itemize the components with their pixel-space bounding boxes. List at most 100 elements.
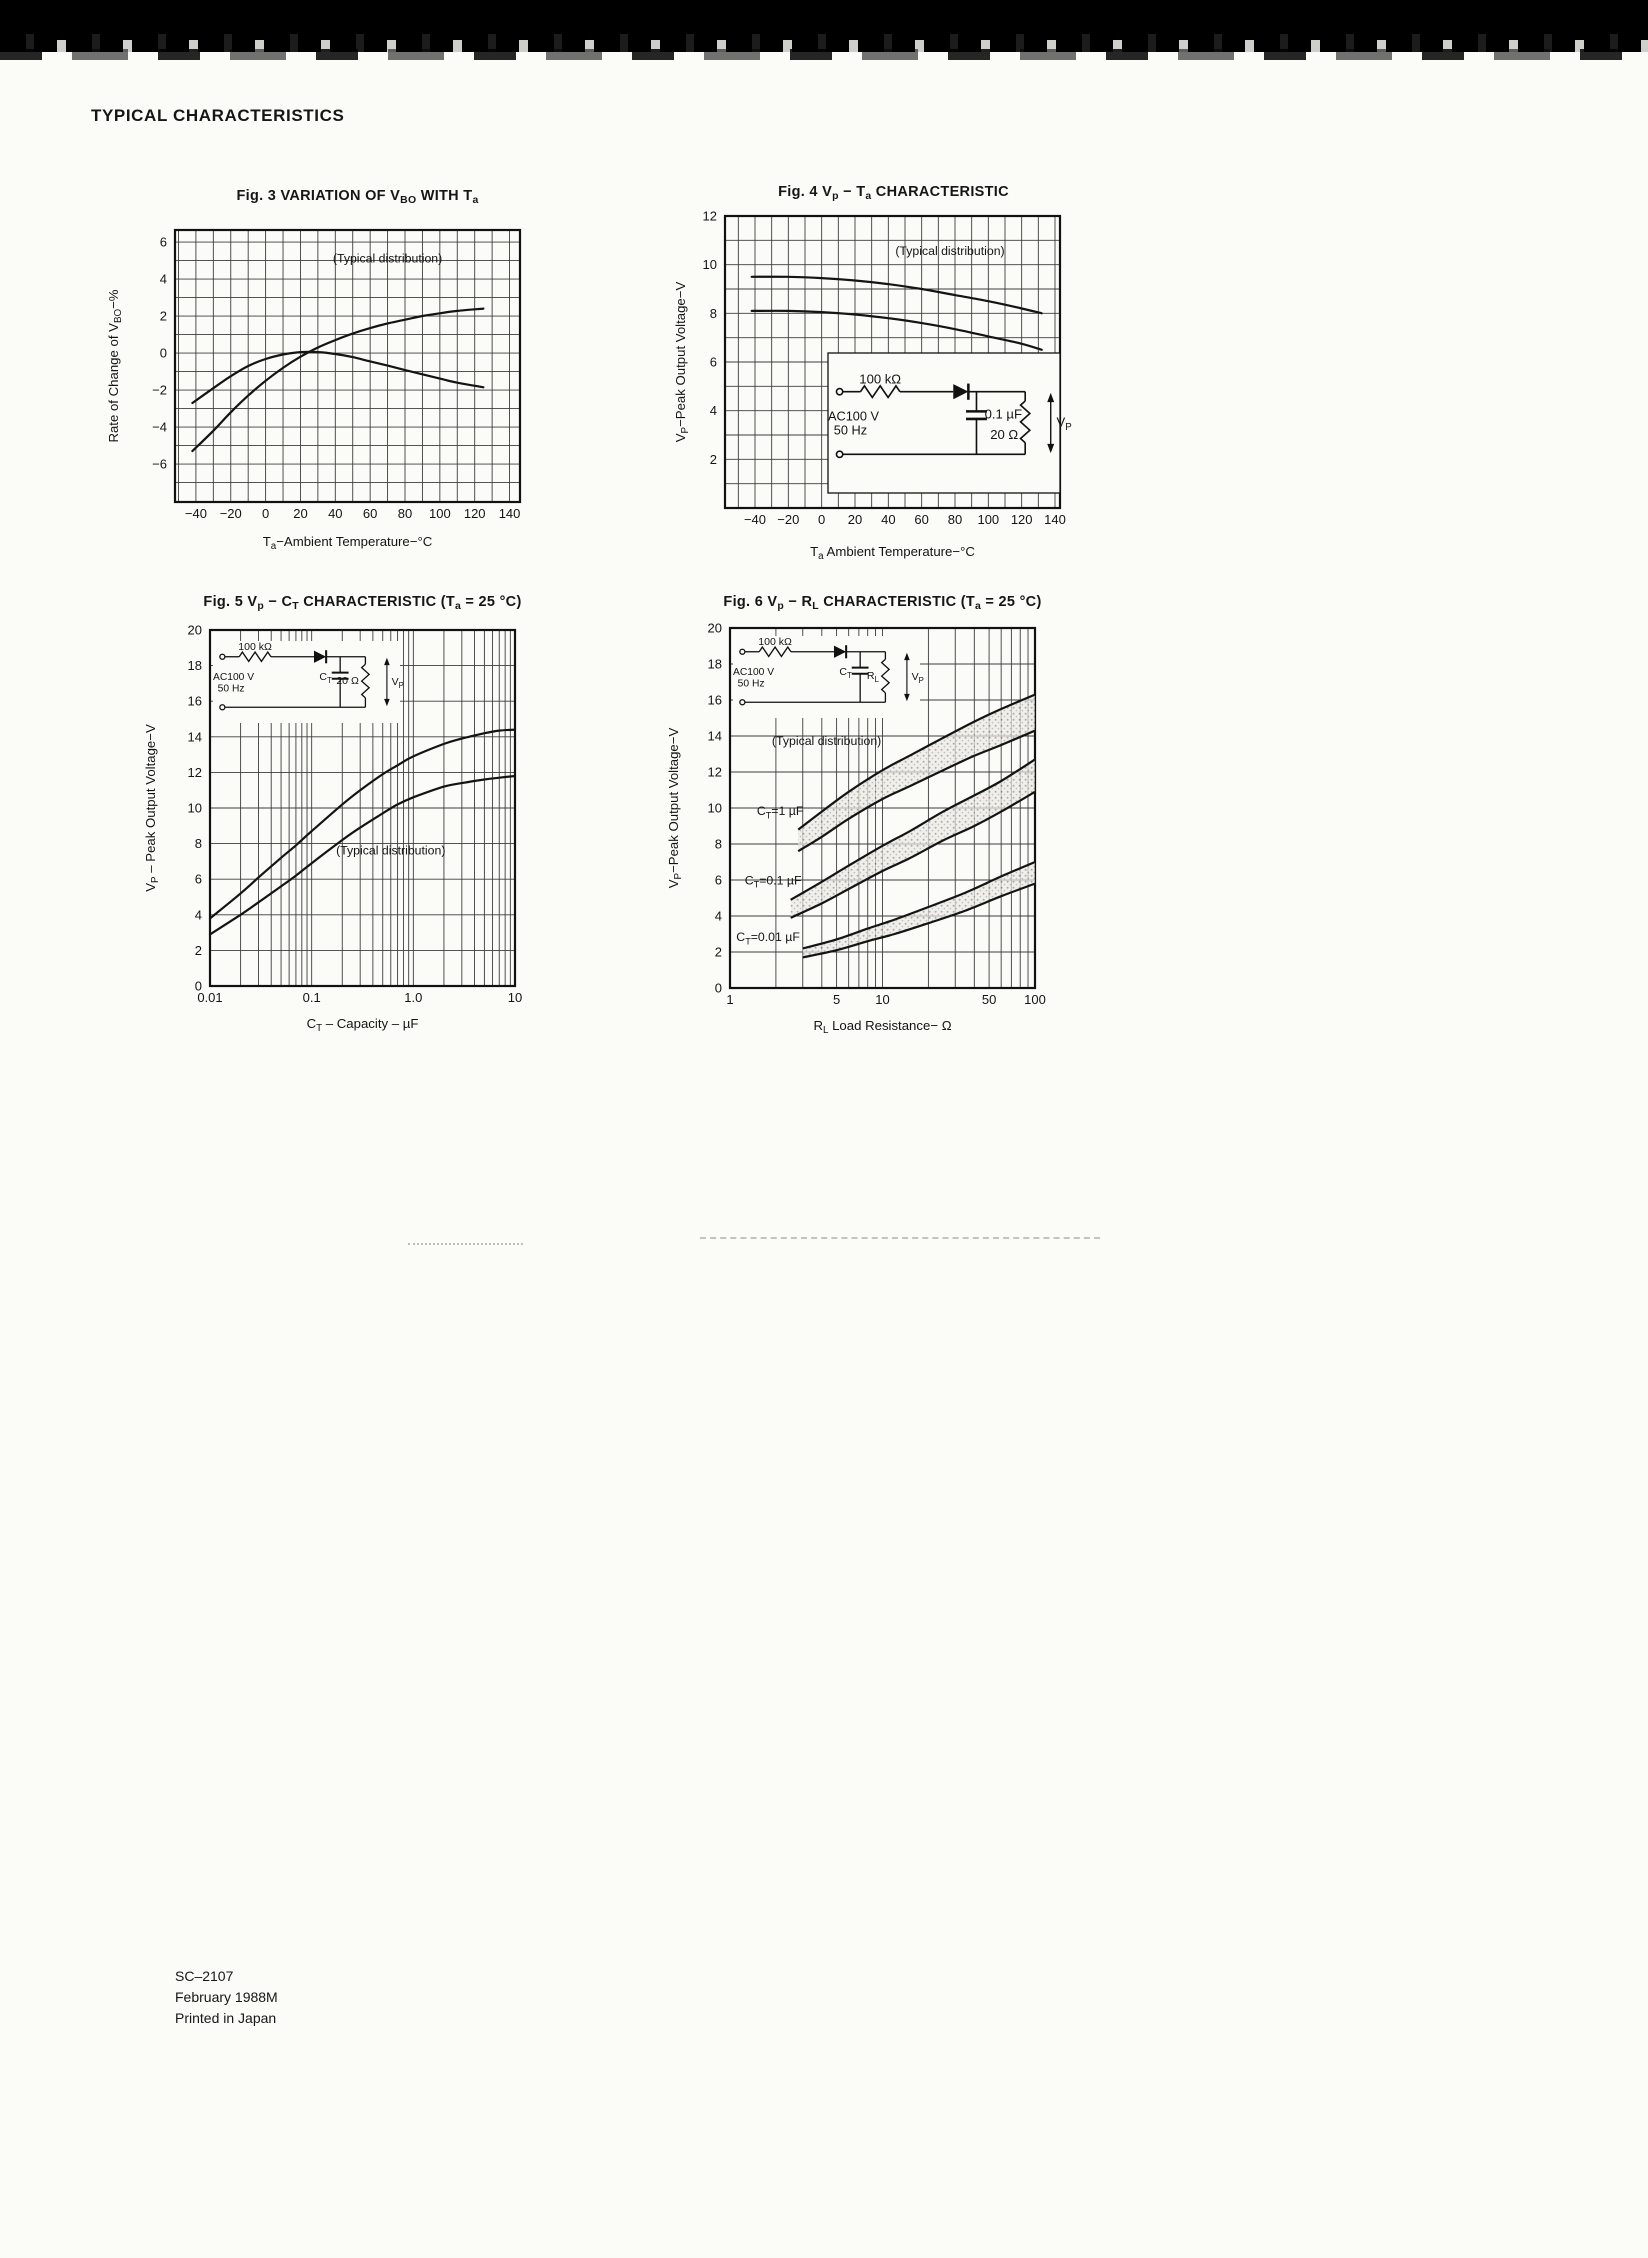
svg-text:60: 60 <box>363 506 377 521</box>
svg-text:1: 1 <box>726 992 733 1007</box>
svg-text:60: 60 <box>914 512 928 527</box>
svg-text:100 kΩ: 100 kΩ <box>758 636 792 648</box>
svg-text:2: 2 <box>195 943 202 958</box>
svg-text:14: 14 <box>708 729 722 744</box>
svg-text:AC100 V: AC100 V <box>733 667 774 678</box>
svg-text:VP: VP <box>392 676 404 690</box>
svg-text:4: 4 <box>195 907 202 922</box>
page-title: TYPICAL CHARACTERISTICS <box>91 106 345 125</box>
svg-text:VP – Peak Output Voltage−V: VP – Peak Output Voltage−V <box>143 724 161 892</box>
svg-text:100: 100 <box>1024 992 1046 1007</box>
scan-artifact-dashes <box>700 1237 1100 1239</box>
svg-text:4: 4 <box>710 403 717 418</box>
svg-text:20: 20 <box>293 506 307 521</box>
svg-text:120: 120 <box>1011 512 1033 527</box>
svg-text:18: 18 <box>188 658 202 673</box>
figure-title-fig5: Fig. 5 Vp − CT CHARACTERISTIC (Ta = 25 °… <box>203 594 522 612</box>
svg-text:CT=0.01 µF: CT=0.01 µF <box>736 930 800 946</box>
svg-text:−2: −2 <box>152 383 167 398</box>
svg-text:14: 14 <box>188 729 202 744</box>
svg-text:10: 10 <box>188 801 202 816</box>
svg-text:CT=0.1 µF: CT=0.1 µF <box>745 874 802 890</box>
footer: SC–2107 February 1988M Printed in Japan <box>175 1966 278 2029</box>
svg-text:100: 100 <box>977 512 999 527</box>
svg-text:0: 0 <box>818 512 825 527</box>
scan-artifact-dashes <box>408 1243 523 1245</box>
fig4-chart: −40 −20 0 20 40 60 80 100 120 140 12 10 8 6 4 2 Ta Ambie… <box>673 209 1072 563</box>
svg-text:50 Hz: 50 Hz <box>834 423 867 438</box>
svg-text:16: 16 <box>188 694 202 709</box>
svg-text:20: 20 <box>188 623 202 638</box>
fig3-chart: −40 −20 0 20 40 60 80 100 120 1406420−2−4−6Ta−Amb… <box>106 228 522 552</box>
svg-text:100 kΩ: 100 kΩ <box>238 641 272 653</box>
svg-text:120: 120 <box>464 506 486 521</box>
footer-doc-number: SC–2107 <box>175 1968 234 1984</box>
svg-text:4: 4 <box>715 909 722 924</box>
svg-text:CT=1 µF: CT=1 µF <box>757 804 804 820</box>
svg-text:100 kΩ: 100 kΩ <box>859 372 901 387</box>
svg-text:2: 2 <box>160 309 167 324</box>
svg-text:Ta−Ambient Temperature−°C: Ta−Ambient Temperature−°C <box>263 534 433 552</box>
svg-text:0: 0 <box>160 346 167 361</box>
scan-noise-band <box>0 0 1648 64</box>
svg-text:16: 16 <box>708 693 722 708</box>
svg-text:80: 80 <box>948 512 962 527</box>
svg-text:40: 40 <box>881 512 895 527</box>
svg-text:2: 2 <box>710 452 717 467</box>
svg-text:0.1 µF: 0.1 µF <box>985 406 1022 421</box>
svg-text:50 Hz: 50 Hz <box>738 678 765 689</box>
svg-text:20 Ω: 20 Ω <box>336 675 359 687</box>
svg-text:0: 0 <box>195 979 202 994</box>
svg-text:6: 6 <box>715 873 722 888</box>
svg-text:−4: −4 <box>152 420 167 435</box>
svg-text:(Typical distribution): (Typical distribution) <box>336 843 445 857</box>
svg-text:40: 40 <box>328 506 342 521</box>
svg-text:CT – Capacity – µF: CT – Capacity – µF <box>307 1016 419 1034</box>
svg-text:AC100 V: AC100 V <box>213 672 254 683</box>
svg-text:10: 10 <box>708 801 722 816</box>
svg-text:140: 140 <box>499 506 521 521</box>
svg-text:50 Hz: 50 Hz <box>218 683 245 694</box>
svg-text:5: 5 <box>833 992 840 1007</box>
svg-text:8: 8 <box>715 837 722 852</box>
svg-text:140: 140 <box>1044 512 1066 527</box>
svg-text:20: 20 <box>708 621 722 636</box>
svg-text:6: 6 <box>710 355 717 370</box>
svg-text:8: 8 <box>195 836 202 851</box>
svg-text:−40: −40 <box>185 506 207 521</box>
svg-text:CT: CT <box>319 671 332 685</box>
svg-text:10: 10 <box>508 990 522 1005</box>
svg-text:10: 10 <box>703 257 717 272</box>
svg-text:VP: VP <box>1057 414 1072 433</box>
figure-title-fig6: Fig. 6 Vp − RL CHARACTERISTIC (Ta = 25 °… <box>723 594 1042 612</box>
svg-text:80: 80 <box>398 506 412 521</box>
figure-fig3: Fig. 3 VARIATION OF VBO WITH Ta −40 −20 0 2… <box>80 186 565 570</box>
svg-text:VP−Peak Output Voltage−V: VP−Peak Output Voltage−V <box>666 728 684 889</box>
figure-title-fig3: Fig. 3 VARIATION OF VBO WITH Ta <box>236 188 479 206</box>
svg-text:8: 8 <box>710 306 717 321</box>
svg-text:CT: CT <box>839 666 852 680</box>
footer-date: February 1988M <box>175 1989 278 2005</box>
footer-printed: Printed in Japan <box>175 2010 277 2026</box>
svg-text:20 Ω: 20 Ω <box>990 427 1018 442</box>
svg-text:0.1: 0.1 <box>303 990 321 1005</box>
svg-text:AC100 V: AC100 V <box>828 409 880 424</box>
svg-text:(Typical distribution): (Typical distribution) <box>772 734 881 748</box>
svg-text:0.01: 0.01 <box>197 990 222 1005</box>
svg-text:0: 0 <box>715 981 722 996</box>
svg-text:Rate of Change of VBO−%: Rate of Change of VBO−% <box>106 289 124 442</box>
svg-text:12: 12 <box>703 209 717 224</box>
figure-fig6: Fig. 6 Vp − RL CHARACTERISTIC (Ta = 25 °… <box>640 592 1125 1050</box>
svg-text:RL: RL <box>867 670 880 684</box>
svg-text:4: 4 <box>160 272 167 287</box>
figure-fig4: Fig. 4 Vp − Ta CHARACTERISTIC −40 −20 0 20 4… <box>640 182 1125 578</box>
svg-text:Ta Ambient Temperature−°C: Ta Ambient Temperature−°C <box>810 544 975 562</box>
svg-text:−20: −20 <box>777 512 799 527</box>
svg-text:6: 6 <box>160 235 167 250</box>
svg-text:−6: −6 <box>152 457 167 472</box>
svg-text:50: 50 <box>982 992 996 1007</box>
figure-title-fig4: Fig. 4 Vp − Ta CHARACTERISTIC <box>778 184 1009 202</box>
svg-text:18: 18 <box>708 657 722 672</box>
